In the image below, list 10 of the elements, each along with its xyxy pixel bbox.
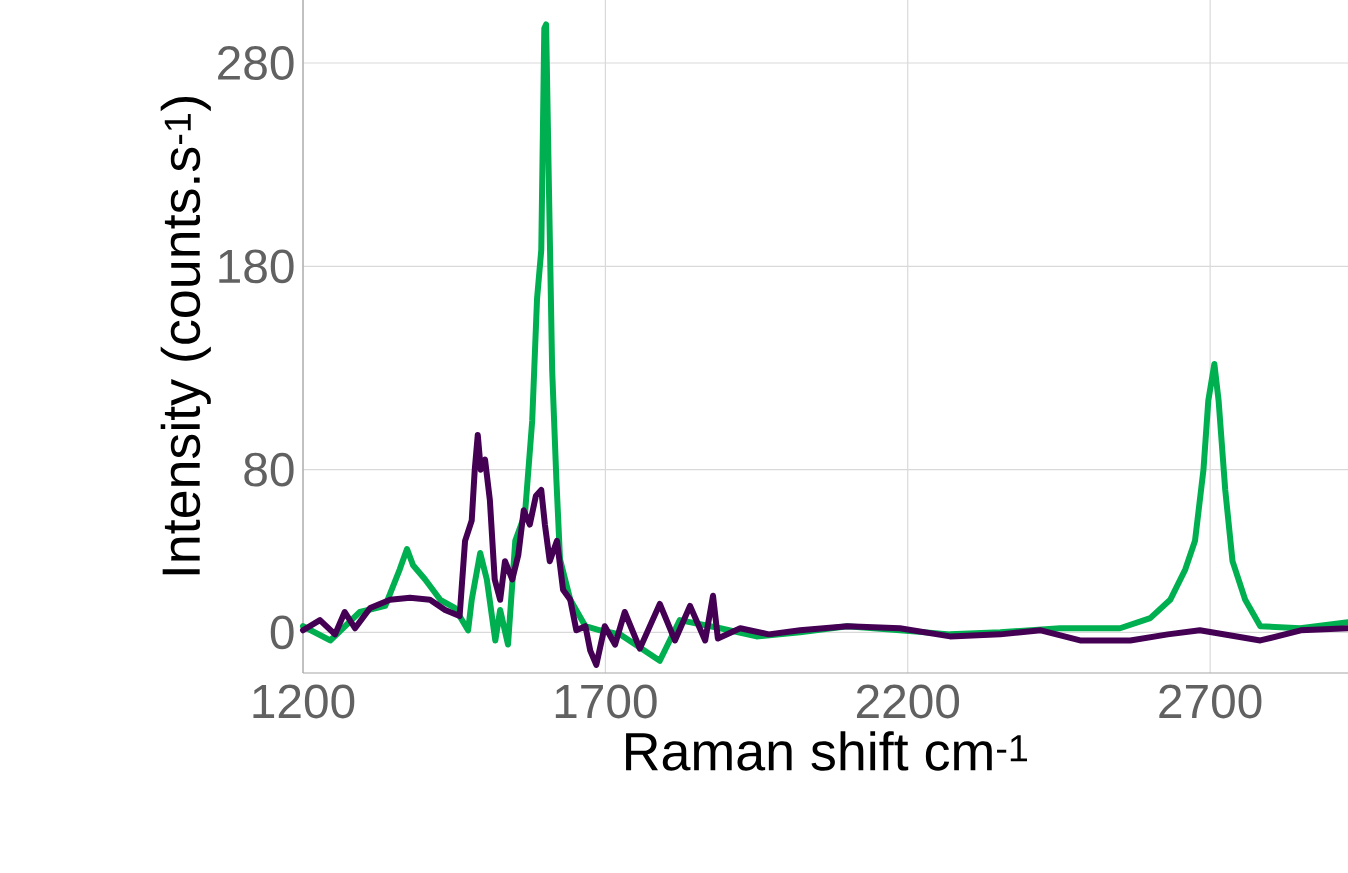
x-tick-label: 1200 [253,684,355,719]
x-tick-label: 2200 [856,684,960,719]
x-tick-label: 1700 [555,684,657,719]
y-tick-label: 180 [219,249,294,284]
y-axis-title: Intensity (counts.s$^{-1}$) [160,97,211,575]
y-tick-label: 80 [244,452,294,487]
x-tick-label: 2700 [1159,684,1262,719]
x-axis-title: Raman shift cm$^{-1}$ [626,731,1028,771]
y-tick-label: 0 [270,615,294,650]
y-tick-label: 280 [218,46,294,80]
